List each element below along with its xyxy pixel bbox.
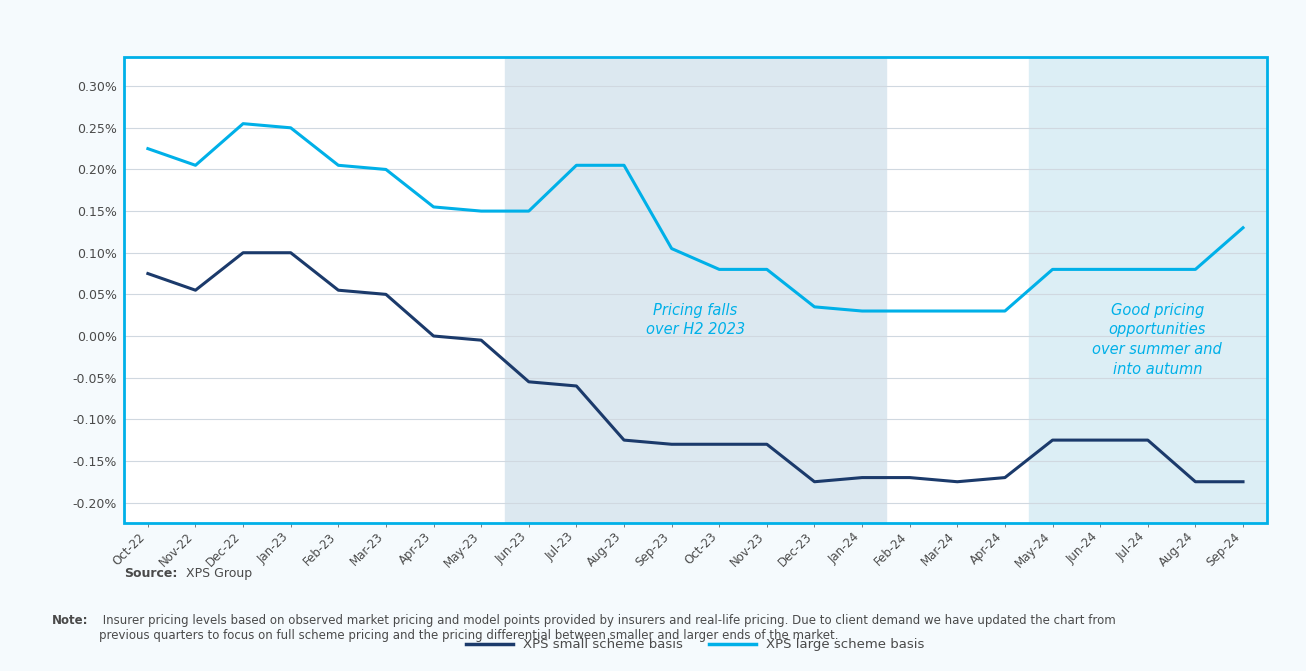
Text: Note:: Note:: [52, 614, 89, 627]
Text: XPS Group: XPS Group: [182, 567, 252, 580]
Legend: XPS small scheme basis, XPS large scheme basis: XPS small scheme basis, XPS large scheme…: [461, 633, 930, 657]
Bar: [1029, 57, 1267, 523]
Text: Good pricing
opportunities
over summer and
into autumn: Good pricing opportunities over summer a…: [1092, 303, 1222, 377]
Text: Pricing falls
over H2 2023: Pricing falls over H2 2023: [646, 303, 744, 338]
Text: Insurer pricing levels based on observed market pricing and model points provide: Insurer pricing levels based on observed…: [99, 614, 1117, 642]
Bar: [505, 57, 885, 523]
Text: Source:: Source:: [124, 567, 178, 580]
